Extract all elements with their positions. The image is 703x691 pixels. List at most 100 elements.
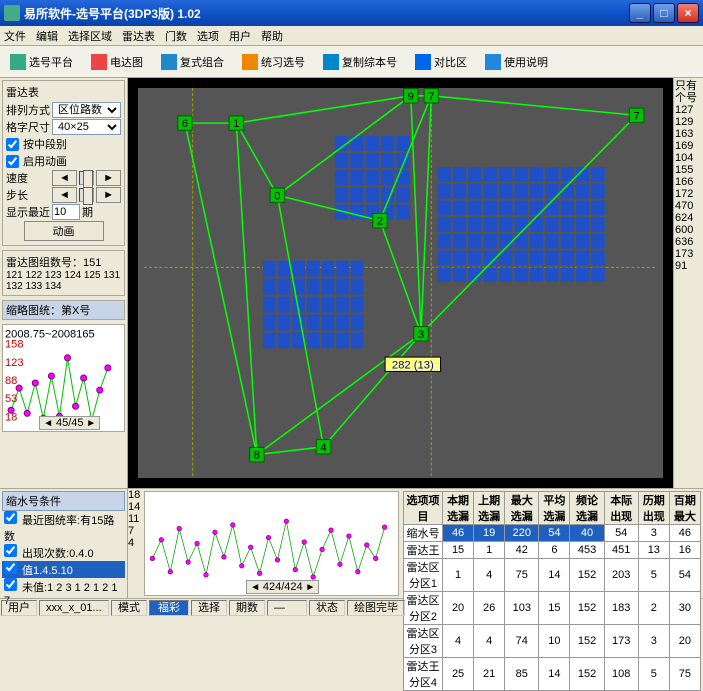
minimize-button[interactable]: _ — [629, 3, 651, 23]
status-num-value: — — [267, 600, 307, 616]
condition-panel: 缩水号条件 最近图统率:有15路数 出现次数:0.4.0 值1.4.5.10 未… — [0, 489, 128, 598]
tool-icon — [161, 54, 177, 70]
toolbar: 选号平台电达图复式组合统习选号复制综本号对比区使用说明 — [0, 46, 703, 78]
status-user-value: xxx_x_01... — [39, 600, 109, 616]
bottom-mid: 18141174 ◄ 424/424 ► 选项项目本期选漏上期选漏最大选漏平均选… — [128, 489, 703, 598]
tool-复制综本号[interactable]: 复制综本号 — [317, 51, 403, 73]
tool-icon — [485, 54, 501, 70]
right-number-strip: 只有个号127129163169104155166172470624600636… — [673, 78, 703, 488]
strip-val: 172 — [675, 188, 702, 200]
table-row[interactable]: 雷达区分区3447410152173320 — [404, 625, 701, 658]
menu-选择区域[interactable]: 选择区域 — [68, 28, 112, 44]
mini-chart: 2008.75~2008165158123885318 ◄ 45/45 ► — [2, 324, 125, 432]
table-row[interactable]: 雷达王1514264534511316 — [404, 542, 701, 559]
svg-text:1: 1 — [233, 118, 239, 130]
svg-text:282 (13): 282 (13) — [392, 359, 434, 371]
cond-check[interactable] — [4, 578, 17, 591]
tool-选号平台[interactable]: 选号平台 — [4, 51, 79, 73]
tool-电达图[interactable]: 电达图 — [85, 51, 149, 73]
strip-val: 163 — [675, 128, 702, 140]
col-hdr: 上期选漏 — [474, 492, 505, 525]
col-hdr: 最大选漏 — [505, 492, 539, 525]
sort-label: 排列方式 — [6, 102, 50, 118]
table-row[interactable]: 雷达王分区425218514152108575 — [404, 658, 701, 691]
tool-icon — [91, 54, 107, 70]
cond-item[interactable]: 出现次数:0.4.0 — [2, 544, 125, 561]
strip-val: 166 — [675, 176, 702, 188]
left-sidebar: 雷达表 排列方式 区位路数 格字尺寸 40×25 按中段别 启用动画 速度◄► … — [0, 78, 128, 488]
col-hdr: 平均选漏 — [539, 492, 570, 525]
col-hdr: 历期出现 — [638, 492, 669, 525]
step-slider[interactable] — [79, 188, 94, 202]
col-hdr: 频论选漏 — [570, 492, 604, 525]
cond-check[interactable] — [4, 511, 17, 524]
chk-anim[interactable] — [6, 155, 19, 168]
svg-text:4: 4 — [320, 442, 326, 454]
bottom-area: 缩水号条件 最近图统率:有15路数 出现次数:0.4.0 值1.4.5.10 未… — [0, 488, 703, 598]
cond-item[interactable]: 值1.4.5.10 — [2, 561, 125, 578]
strip-val: 636 — [675, 236, 702, 248]
status-mode-label: 模式 — [111, 600, 147, 616]
chk-mid-label: 按中段别 — [23, 136, 67, 152]
menu-雷达表[interactable]: 雷达表 — [122, 28, 155, 44]
menu-选项[interactable]: 选项 — [197, 28, 219, 44]
step-label: 步长 — [6, 187, 50, 203]
tool-icon — [323, 54, 339, 70]
radar-nums: 121 122 123 124 125 131 132 133 134 — [6, 270, 121, 292]
bot-chart-yaxis: 18141174 — [128, 489, 142, 598]
status-state-label: 状态 — [309, 600, 345, 616]
recent-unit: 期 — [82, 204, 93, 220]
close-button[interactable]: × — [677, 3, 699, 23]
speed-slider[interactable] — [79, 171, 94, 185]
grid-select[interactable]: 40×25 — [52, 119, 121, 135]
sort-select[interactable]: 区位路数 — [52, 102, 121, 118]
chk-mid[interactable] — [6, 138, 19, 151]
bottom-chart: ◄ 424/424 ► — [144, 491, 399, 596]
tool-对比区[interactable]: 对比区 — [409, 51, 473, 73]
svg-text:6: 6 — [182, 118, 188, 130]
speed-right[interactable]: ► — [96, 170, 121, 186]
table-row[interactable]: 雷达区分区2202610315152183230 — [404, 592, 701, 625]
strip-val: 91 — [675, 260, 702, 272]
menu-门数[interactable]: 门数 — [165, 28, 187, 44]
condition-header: 缩水号条件 — [2, 491, 125, 511]
speed-left[interactable]: ◄ — [52, 170, 77, 186]
menu-用户[interactable]: 用户 — [229, 28, 251, 44]
menu-文件[interactable]: 文件 — [4, 28, 26, 44]
strip-val: 600 — [675, 224, 702, 236]
step-right[interactable]: ► — [96, 187, 121, 203]
app-icon — [4, 5, 20, 21]
tool-使用说明[interactable]: 使用说明 — [479, 51, 554, 73]
table-row[interactable]: 雷达区分区1147514152203554 — [404, 559, 701, 592]
cond-check[interactable] — [4, 544, 17, 557]
strip-hdr: 只有个号 — [675, 80, 702, 104]
status-sel-label: 选择 — [191, 600, 227, 616]
svg-text:88: 88 — [5, 375, 17, 387]
tool-统习选号[interactable]: 统习选号 — [236, 51, 311, 73]
status-tab[interactable]: 福彩 — [149, 600, 189, 616]
tool-复式组合[interactable]: 复式组合 — [155, 51, 230, 73]
strip-val: 104 — [675, 152, 702, 164]
bot-pager[interactable]: ◄ 424/424 ► — [246, 580, 319, 594]
step-left[interactable]: ◄ — [52, 187, 77, 203]
recent-input[interactable] — [52, 204, 80, 220]
col-hdr: 本期选漏 — [443, 492, 474, 525]
cond-check[interactable] — [4, 561, 17, 574]
table-row[interactable]: 缩水号4619220544054346 — [404, 525, 701, 542]
strip-val: 470 — [675, 200, 702, 212]
radar-canvas[interactable]: 6197703482282 (13) — [138, 88, 663, 478]
mini-pager[interactable]: ◄ 45/45 ► — [39, 416, 100, 430]
cond-item[interactable]: 最近图统率:有15路数 — [2, 511, 125, 544]
maximize-button[interactable]: □ — [653, 3, 675, 23]
speed-label: 速度 — [6, 170, 50, 186]
main-area: 雷达表 排列方式 区位路数 格字尺寸 40×25 按中段别 启用动画 速度◄► … — [0, 78, 703, 488]
menu-编辑[interactable]: 编辑 — [36, 28, 58, 44]
tool-icon — [10, 54, 26, 70]
svg-text:7: 7 — [428, 91, 434, 103]
radar-header: 雷达表 — [6, 84, 121, 100]
svg-text:9: 9 — [408, 91, 414, 103]
strip-val: 155 — [675, 164, 702, 176]
menu-帮助[interactable]: 帮助 — [261, 28, 283, 44]
grid-label: 格字尺寸 — [6, 119, 50, 135]
draw-button[interactable]: 动画 — [24, 221, 104, 241]
